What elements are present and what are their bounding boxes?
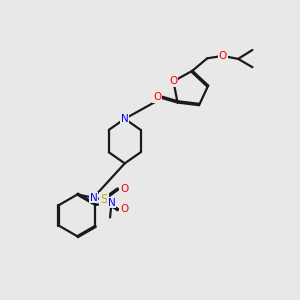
Text: O: O bbox=[120, 184, 128, 194]
Text: N: N bbox=[108, 198, 116, 208]
Text: O: O bbox=[153, 92, 161, 102]
Text: S: S bbox=[100, 193, 108, 206]
Text: N: N bbox=[90, 193, 98, 202]
Text: O: O bbox=[169, 76, 178, 86]
Text: O: O bbox=[120, 204, 128, 214]
Text: N: N bbox=[121, 114, 129, 124]
Text: O: O bbox=[219, 51, 227, 61]
